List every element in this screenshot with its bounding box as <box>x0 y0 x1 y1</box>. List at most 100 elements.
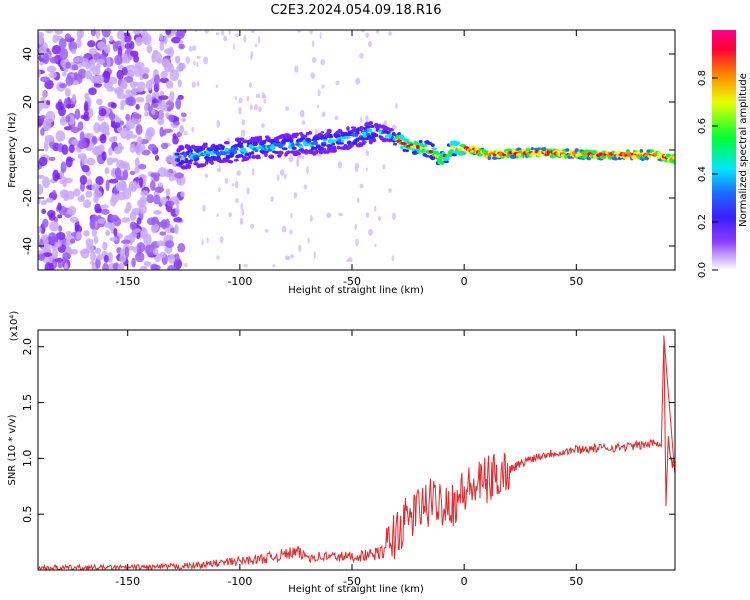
heatmap-cell <box>246 187 250 195</box>
heatmap-cell <box>254 141 259 145</box>
heatmap-cell <box>87 108 94 118</box>
heatmap-cell <box>65 114 71 123</box>
heatmap-cell <box>459 147 463 151</box>
heatmap-cell <box>320 59 326 66</box>
heatmap-cell <box>185 56 190 64</box>
heatmap-cell <box>108 214 119 222</box>
heatmap-cell <box>187 164 192 169</box>
heatmap-cell <box>445 156 450 161</box>
heatmap-cell <box>91 228 97 237</box>
heatmap-cell <box>269 145 276 150</box>
heatmap-cell <box>150 102 159 108</box>
bottom-ytick-label: 0.5 <box>21 505 34 523</box>
heatmap-cell <box>275 141 281 144</box>
heatmap-cell <box>176 177 183 183</box>
heatmap-cell <box>123 32 131 37</box>
heatmap-cell <box>434 151 439 156</box>
heatmap-cell <box>43 139 49 152</box>
heatmap-cell <box>237 153 244 158</box>
heatmap-cell <box>122 169 129 181</box>
heatmap-cell <box>101 30 111 38</box>
heatmap-cell <box>135 251 145 263</box>
heatmap-cell <box>354 223 357 231</box>
heatmap-cell <box>224 177 229 184</box>
heatmap-cell <box>294 132 300 137</box>
heatmap-cell <box>249 104 253 111</box>
heatmap-cell <box>368 228 373 236</box>
heatmap-cell <box>235 198 239 203</box>
heatmap-cell <box>160 142 169 150</box>
heatmap-cell <box>139 265 148 270</box>
heatmap-cell <box>109 237 118 242</box>
heatmap-cell <box>40 96 45 102</box>
heatmap-cell <box>311 40 315 48</box>
heatmap-cell <box>52 249 59 260</box>
heatmap-cell <box>202 145 208 148</box>
heatmap-cell <box>356 197 360 204</box>
heatmap-cell <box>158 95 169 101</box>
heatmap-cell <box>40 76 50 83</box>
heatmap-cell <box>136 136 143 146</box>
heatmap-cell <box>159 77 169 84</box>
heatmap-cell <box>150 180 156 191</box>
heatmap-cell <box>144 111 149 117</box>
heatmap-cell <box>119 253 127 264</box>
heatmap-cell <box>47 232 57 245</box>
heatmap-cell <box>70 48 77 55</box>
heatmap-cell <box>375 30 380 34</box>
heatmap-cell <box>38 183 44 196</box>
heatmap-cell <box>290 142 295 148</box>
heatmap-cell <box>90 250 96 262</box>
heatmap-cell <box>410 145 415 149</box>
heatmap-cell <box>178 155 182 159</box>
heatmap-cell <box>108 178 119 184</box>
heatmap-cell <box>117 45 123 58</box>
heatmap-cell <box>38 156 48 167</box>
heatmap-cell <box>228 160 234 164</box>
heatmap-cell <box>177 79 182 88</box>
heatmap-cell <box>202 142 208 146</box>
heatmap-cell <box>90 260 95 265</box>
top-ytick-label: 40 <box>21 47 34 61</box>
heatmap-cell <box>179 124 185 134</box>
heatmap-cell <box>134 166 140 174</box>
heatmap-cell <box>347 257 353 263</box>
heatmap-cell <box>44 262 54 270</box>
heatmap-cell <box>81 164 90 173</box>
heatmap-cell <box>42 176 50 188</box>
heatmap-cell <box>88 87 97 96</box>
heatmap-cell <box>581 154 588 160</box>
bottom-xtick-label: -50 <box>343 575 361 588</box>
heatmap-cell <box>154 155 160 161</box>
heatmap-cell <box>235 33 240 38</box>
heatmap-cell <box>114 54 123 66</box>
heatmap-cell <box>430 143 435 148</box>
heatmap-cell <box>173 217 183 223</box>
heatmap-cell <box>196 81 200 87</box>
heatmap-cell <box>165 30 172 36</box>
heatmap-cell <box>42 218 49 228</box>
colorbar-gradient <box>712 30 736 270</box>
heatmap-cell <box>281 225 287 233</box>
heatmap-cell <box>101 151 107 162</box>
heatmap-cell <box>355 79 358 86</box>
heatmap-cell <box>219 235 224 244</box>
heatmap-cell <box>70 126 80 133</box>
heatmap-cell <box>216 168 221 173</box>
heatmap-cell <box>97 218 106 224</box>
heatmap-cell <box>243 264 248 268</box>
heatmap-cell <box>421 148 426 154</box>
heatmap-cell <box>644 156 650 161</box>
heatmap-cell <box>518 150 523 154</box>
heatmap-cell <box>183 131 188 136</box>
heatmap-cell <box>536 152 542 157</box>
heatmap-cell <box>138 204 147 215</box>
heatmap-cell <box>129 143 136 153</box>
heatmap-cell <box>63 126 73 131</box>
heatmap-cell <box>151 264 161 270</box>
heatmap-cell <box>129 170 136 176</box>
heatmap-cell <box>558 149 563 153</box>
heatmap-cell <box>169 91 175 103</box>
heatmap-cell <box>325 150 330 154</box>
heatmap-cell <box>66 230 72 236</box>
